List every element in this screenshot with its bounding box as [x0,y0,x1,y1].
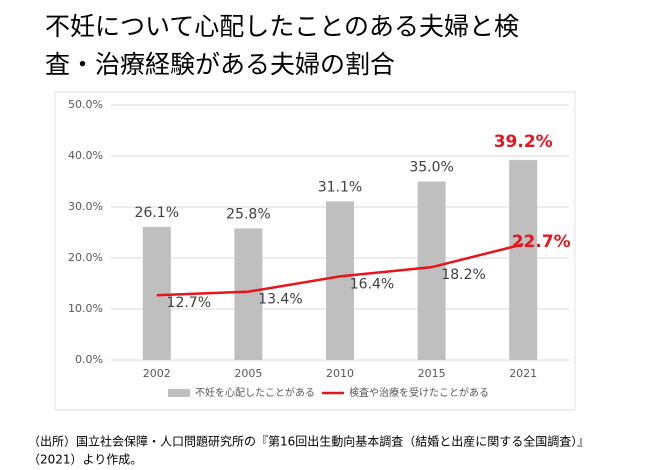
bar [417,181,446,360]
value-label: 25.8% [226,206,270,222]
y-tick-label: 50.0% [68,98,103,111]
value-label: 39.2% [494,132,553,152]
y-tick-label: 40.0% [68,149,103,162]
x-tick-label: 2021 [509,367,537,380]
bar [234,228,263,360]
footnote: （出所）国立社会保障・人口問題研究所の『第16回出生動向基本調査（結婚と出産に関… [28,434,589,449]
legend-label: 不妊を心配したことがある [195,386,315,399]
x-tick-label: 2015 [418,367,446,380]
y-tick-label: 20.0% [68,251,103,264]
y-tick-label: 10.0% [68,302,103,315]
bar [142,226,171,360]
value-label: 13.4% [258,292,302,308]
value-label: 35.0% [409,160,453,176]
y-tick-label: 30.0% [68,200,103,213]
value-label: 22.7% [512,232,571,252]
legend-label: 検査や治療を受けたことがある [349,386,489,399]
x-tick-label: 2002 [143,367,171,380]
value-label: 18.2% [441,267,485,283]
value-label: 12.7% [167,295,211,311]
x-tick-label: 2010 [326,367,354,380]
chart-title: 査・治療経験がある夫婦の割合 [45,50,395,79]
value-label: 16.4% [350,276,394,292]
bar [326,201,354,360]
footnote: （2021）より作成。 [28,453,142,467]
bar [509,160,538,360]
x-tick-label: 2005 [234,367,262,380]
line [156,243,524,297]
value-label: 26.1% [135,205,179,221]
y-tick-label: 0.0% [75,353,103,366]
value-label: 31.1% [318,179,362,195]
chart-frame [54,91,576,411]
legend-swatch [168,389,190,397]
chart-title: 不妊について心配したことのある夫婦と検 [45,12,519,41]
